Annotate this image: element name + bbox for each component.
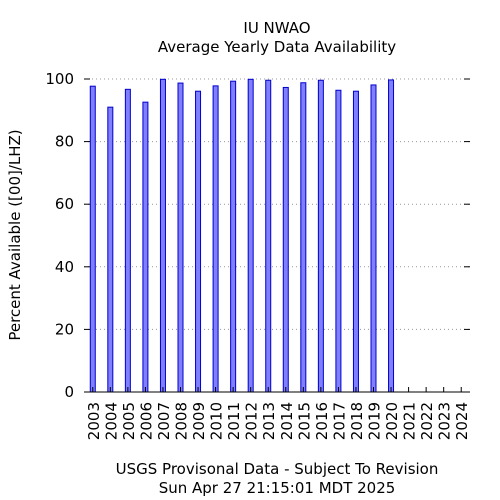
bar-2011: [230, 80, 237, 393]
x-tick-label: 2015: [295, 402, 313, 440]
x-tick-label: 2008: [173, 402, 191, 440]
bar-2019: [370, 84, 377, 393]
x-tick-label: 2012: [243, 402, 261, 440]
x-tick-label: 2024: [453, 402, 471, 440]
bar-2003: [89, 85, 96, 393]
x-tick-label: 2006: [137, 402, 155, 440]
x-tick-label: 2023: [436, 402, 454, 440]
y-tick-label: 60: [55, 195, 74, 213]
x-tick-label: 2020: [383, 402, 401, 440]
y-tick-label: 100: [45, 70, 74, 88]
chart-title: IU NWAO: [243, 19, 310, 37]
grid-lines: [84, 78, 470, 330]
bar-2008: [177, 82, 184, 393]
bar-2007: [159, 78, 166, 393]
x-tick-label: 2017: [330, 402, 348, 440]
x-tick-label: 2013: [260, 402, 278, 440]
x-tick-label: 2011: [225, 402, 243, 440]
bar-2018: [352, 90, 359, 393]
axes-group: [84, 78, 470, 393]
bar-2020: [388, 79, 395, 393]
x-tick-label: 2005: [120, 402, 138, 440]
y-tick-label: 80: [55, 133, 74, 151]
bar-2012: [247, 78, 254, 393]
footer-timestamp: Sun Apr 27 21:15:01 MDT 2025: [159, 479, 396, 497]
bar-2006: [142, 101, 149, 393]
x-tick-label: 2014: [278, 402, 296, 440]
x-tick-label: 2007: [155, 402, 173, 440]
y-tick-label: 40: [55, 258, 74, 276]
y-tick-label: 0: [64, 383, 74, 401]
y-axis-label: Percent Available ([00]/LHZ): [6, 129, 24, 340]
x-tick-label: 2018: [348, 402, 366, 440]
bar-2005: [124, 88, 131, 393]
y-tick-label: 20: [55, 320, 74, 338]
x-tick-label: 2016: [313, 402, 331, 440]
x-tick-label: 2004: [102, 402, 120, 440]
bar-2016: [317, 79, 324, 393]
bar-2014: [282, 86, 289, 393]
x-tick-labels: 2003 2004 2005 2006 2007 2008 2009 2010 2011 2012…: [85, 402, 471, 440]
x-tick-label: 2009: [190, 402, 208, 440]
x-tick-label: 2021: [401, 402, 419, 440]
chart-subtitle: Average Yearly Data Availability: [158, 38, 396, 56]
bars-group: [89, 78, 395, 393]
bar-2015: [300, 82, 307, 393]
x-tick-label: 2003: [85, 402, 103, 440]
bar-2004: [107, 106, 114, 393]
bar-2013: [265, 79, 272, 393]
y-tick-labels: 0 20 40 60 80 100: [45, 70, 74, 401]
bar-2010: [212, 85, 219, 393]
x-tick-label: 2010: [208, 402, 226, 440]
bar-2009: [195, 90, 202, 393]
x-tick-label: 2019: [366, 402, 384, 440]
footer-provisional: USGS Provisonal Data - Subject To Revisi…: [116, 460, 439, 478]
bar-2017: [335, 89, 342, 393]
x-tick-label: 2022: [418, 402, 436, 440]
